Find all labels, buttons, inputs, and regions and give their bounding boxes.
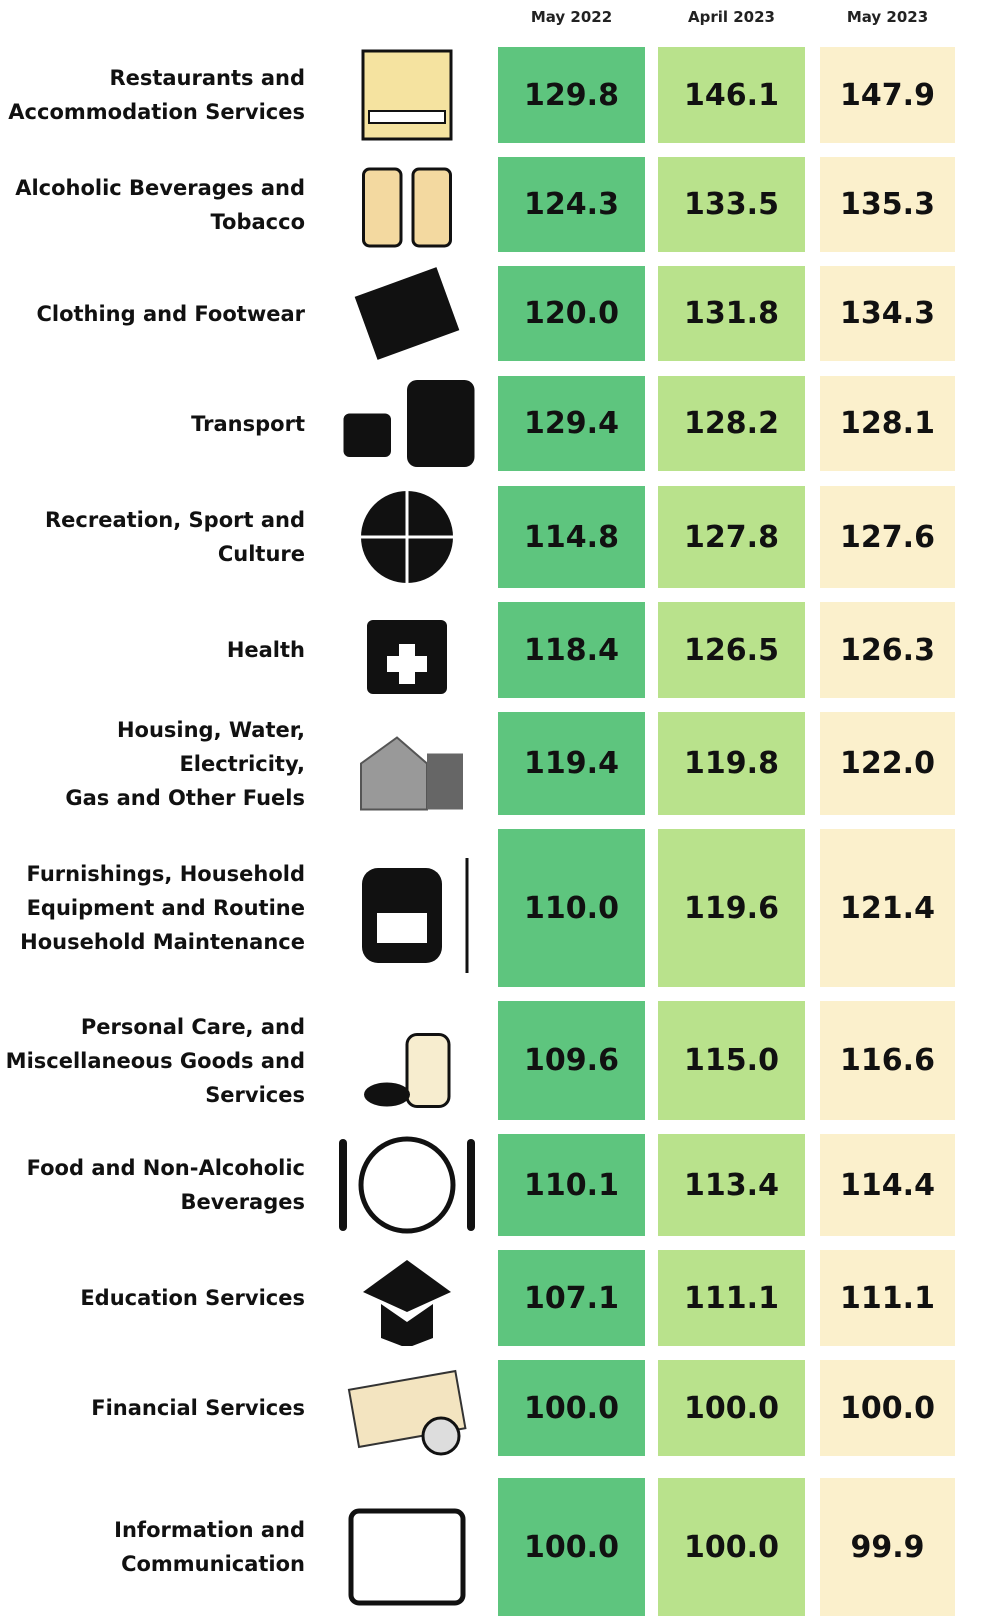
category-icon — [332, 712, 482, 815]
value-cell: 100.0 — [820, 1360, 955, 1456]
category-icon — [332, 47, 482, 143]
value-cell: 121.4 — [820, 829, 955, 987]
label-line: Furnishings, Household — [27, 857, 305, 891]
column-header: May 2022 — [498, 8, 645, 26]
category-icon — [332, 843, 482, 973]
label-line: Miscellaneous Goods and — [6, 1044, 305, 1078]
value-cell: 114.8 — [498, 486, 645, 588]
row-label: Clothing and Footwear — [0, 266, 305, 361]
label-line: Household Maintenance — [20, 925, 305, 959]
row-label: Health — [0, 602, 305, 698]
value-cell: 99.9 — [820, 1478, 955, 1616]
value-cell: 110.1 — [498, 1134, 645, 1236]
value-cell: 146.1 — [658, 47, 805, 143]
row-label: Financial Services — [0, 1360, 305, 1456]
category-icon — [332, 1001, 482, 1120]
value-cell: 114.4 — [820, 1134, 955, 1236]
value-cell: 109.6 — [498, 1001, 645, 1120]
label-line: Information and — [114, 1513, 305, 1547]
page: May 2022 April 2023 May 2023 Restaurants an… — [0, 0, 983, 1616]
label-line: Personal Care, and — [81, 1010, 305, 1044]
value-cell: 115.0 — [658, 1001, 805, 1120]
category-icon — [332, 376, 482, 471]
value-cell: 134.3 — [820, 266, 955, 361]
value-cell: 113.4 — [658, 1134, 805, 1236]
value-cell: 124.3 — [498, 157, 645, 252]
value-cell: 111.1 — [658, 1250, 805, 1346]
label-line: Tobacco — [211, 205, 306, 239]
category-icon — [332, 1482, 482, 1612]
label-line: Housing, Water, Electricity, — [0, 713, 305, 781]
value-cell: 119.8 — [658, 712, 805, 815]
value-cell: 118.4 — [498, 602, 645, 698]
value-cell: 116.6 — [820, 1001, 955, 1120]
value-cell: 119.4 — [498, 712, 645, 815]
label-line: Restaurants and — [109, 61, 305, 95]
label-line: Accommodation Services — [8, 95, 305, 129]
label-line: Alcoholic Beverages and — [15, 171, 305, 205]
value-cell: 122.0 — [820, 712, 955, 815]
label-line: Culture — [218, 537, 305, 571]
label-line: Recreation, Sport and — [45, 503, 305, 537]
value-cell: 119.6 — [658, 829, 805, 987]
value-cell: 126.3 — [820, 602, 955, 698]
value-cell: 107.1 — [498, 1250, 645, 1346]
category-icon — [332, 602, 482, 698]
value-cell: 100.0 — [498, 1360, 645, 1456]
label-line: Health — [227, 633, 305, 667]
label-line: Communication — [121, 1547, 305, 1581]
label-line: Education Services — [80, 1281, 305, 1315]
label-line: Clothing and Footwear — [36, 297, 305, 331]
value-cell: 127.6 — [820, 486, 955, 588]
category-icon — [332, 157, 482, 252]
category-icon — [332, 266, 482, 361]
value-cell: 135.3 — [820, 157, 955, 252]
value-cell: 127.8 — [658, 486, 805, 588]
value-cell: 129.4 — [498, 376, 645, 471]
label-line: Beverages — [181, 1185, 305, 1219]
value-cell: 111.1 — [820, 1250, 955, 1346]
label-line: Services — [205, 1078, 305, 1112]
column-header: April 2023 — [658, 8, 805, 26]
label-line: Transport — [191, 407, 305, 441]
column-header: May 2023 — [820, 8, 955, 26]
value-cell: 120.0 — [498, 266, 645, 361]
label-line: Financial Services — [91, 1391, 305, 1425]
value-cell: 110.0 — [498, 829, 645, 987]
row-label: Transport — [0, 376, 305, 471]
category-icon — [332, 1134, 482, 1236]
value-cell: 131.8 — [658, 266, 805, 361]
label-line: Equipment and Routine — [27, 891, 305, 925]
value-cell: 100.0 — [658, 1478, 805, 1616]
value-cell: 147.9 — [820, 47, 955, 143]
row-label: Education Services — [0, 1250, 305, 1346]
value-cell: 100.0 — [498, 1478, 645, 1616]
value-cell: 126.5 — [658, 602, 805, 698]
row-label: Housing, Water, Electricity,Gas and Othe… — [0, 712, 305, 815]
value-cell: 133.5 — [658, 157, 805, 252]
value-cell: 128.2 — [658, 376, 805, 471]
category-icon — [332, 1360, 482, 1456]
value-cell: 129.8 — [498, 47, 645, 143]
label-line: Gas and Other Fuels — [65, 781, 305, 815]
category-icon — [332, 486, 482, 588]
value-cell: 128.1 — [820, 376, 955, 471]
category-icon — [332, 1250, 482, 1346]
value-cell: 100.0 — [658, 1360, 805, 1456]
label-line: Food and Non-Alcoholic — [27, 1151, 305, 1185]
